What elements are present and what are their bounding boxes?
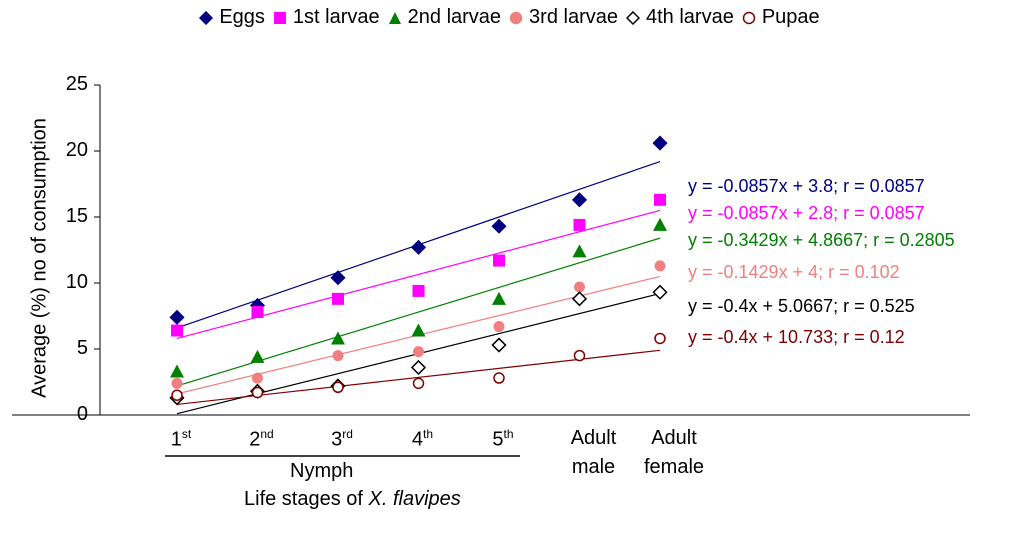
data-point xyxy=(572,244,587,258)
legend-label: Pupae xyxy=(761,6,820,28)
legend-item: 1st larvae xyxy=(273,6,380,29)
legend-marker xyxy=(625,10,640,25)
data-point xyxy=(410,359,427,376)
y-tick-label: 5 xyxy=(76,337,88,359)
data-point xyxy=(573,349,586,362)
x-tick-label: 4th xyxy=(411,427,434,451)
legend-label: 1st larvae xyxy=(292,6,380,28)
legend-marker xyxy=(273,11,286,24)
x-axis-title: Life stages of X. flavipes xyxy=(244,488,461,510)
trendline-equation: y = -0.0857x + 3.8; r = 0.0857 xyxy=(688,176,925,196)
data-point xyxy=(652,135,668,151)
trendline xyxy=(176,349,661,406)
group-label-nymph: Nymph xyxy=(290,460,354,482)
data-point xyxy=(330,270,346,286)
x-tick-label: 3rd xyxy=(331,427,353,451)
legend: Eggs 1st larvae 2nd larvae 3rd larvae 4th la… xyxy=(0,6,1019,29)
y-tick-label: 20 xyxy=(65,139,88,161)
data-point xyxy=(654,332,666,345)
data-point xyxy=(250,349,265,363)
legend-item: Eggs xyxy=(199,6,265,29)
x-tick-label: Adult male xyxy=(570,427,617,478)
x-tick-label: 1st xyxy=(170,427,192,451)
data-point xyxy=(331,331,345,345)
data-point xyxy=(653,217,667,231)
data-point xyxy=(412,284,425,297)
y-axis-label: Average (%) no of consumption xyxy=(28,118,51,398)
data-point xyxy=(332,381,344,394)
legend-label: 2nd larvae xyxy=(407,6,502,28)
data-point xyxy=(332,292,344,305)
legend-marker xyxy=(742,11,756,24)
data-point xyxy=(652,284,668,300)
data-point xyxy=(492,291,506,305)
data-point xyxy=(493,254,505,267)
trendline-equation: y = -0.1429x + 4; r = 0.102 xyxy=(688,262,900,282)
data-point xyxy=(571,291,588,307)
y-tick-label: 25 xyxy=(65,73,88,95)
data-point xyxy=(654,193,666,206)
data-point xyxy=(493,372,505,384)
y-tick-label: 15 xyxy=(65,205,88,227)
data-point xyxy=(171,324,183,337)
legend-marker xyxy=(199,10,214,25)
data-point xyxy=(251,386,264,399)
legend-item: 3rd larvae xyxy=(509,6,618,29)
trendline-equation: y = -0.4x + 10.733; r = 0.12 xyxy=(688,327,905,347)
trendline-equation: y = -0.3429x + 4.8667; r = 0.2805 xyxy=(688,230,955,250)
y-tick-label: 10 xyxy=(65,271,88,293)
data-point xyxy=(332,350,344,362)
data-point xyxy=(654,260,666,272)
legend-item: Pupae xyxy=(742,6,820,29)
legend-marker xyxy=(388,11,401,24)
legend-label: Eggs xyxy=(219,6,265,28)
x-tick-label: Adult female xyxy=(643,427,705,478)
legend-label: 4th larvae xyxy=(645,6,734,28)
data-point xyxy=(574,281,585,293)
data-point xyxy=(491,337,507,353)
data-point xyxy=(252,372,263,384)
data-point xyxy=(411,323,426,337)
data-point xyxy=(410,239,427,255)
data-point xyxy=(573,218,586,231)
trendline-equation: y = -0.4x + 5.0667; r = 0.525 xyxy=(688,296,915,316)
trendline xyxy=(176,209,661,340)
data-point xyxy=(413,346,424,358)
data-point xyxy=(170,364,184,378)
legend-item: 2nd larvae xyxy=(388,6,501,29)
legend-item: 4th larvae xyxy=(625,6,734,29)
data-point xyxy=(412,377,425,390)
x-tick-label: 2nd xyxy=(249,427,274,451)
data-point xyxy=(171,389,183,401)
legend-label: 3rd larvae xyxy=(529,6,618,28)
x-tick-label: 5th xyxy=(492,427,514,451)
data-point xyxy=(571,192,588,208)
trendline-equation: y = -0.0857x + 2.8; r = 0.0857 xyxy=(688,203,925,223)
y-tick-label: 0 xyxy=(76,403,88,425)
data-point xyxy=(169,309,185,325)
data-point xyxy=(251,306,264,319)
data-point xyxy=(491,218,507,234)
legend-marker xyxy=(509,11,523,24)
data-point xyxy=(493,321,505,333)
data-point xyxy=(171,377,183,389)
